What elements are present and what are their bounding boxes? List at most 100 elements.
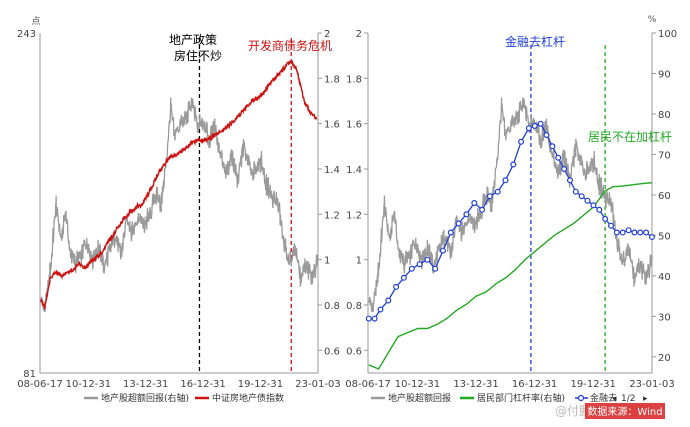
right-legend-green-label: 居民部门杠杆率(右轴) [477,392,565,404]
left-chart-left-unit: 点 [31,16,40,27]
left-x-tick-label: 08-06-17 [17,379,62,390]
right-deleveraging-point [613,229,620,236]
left-right-tick-label: 0.6 [324,346,340,357]
right-x-tick-label: 13-12-31 [453,379,498,390]
left-right-tick-label: 1 [324,256,330,267]
right-right-tick-label: 60 [658,191,671,202]
right-left-tick-label: 1.8 [346,74,362,85]
left-x-tick-label: 23-01-03 [295,379,340,390]
left-excess-return-line [40,97,319,313]
right-deleveraging-point [471,200,478,207]
right-right-tick-label: 70 [658,150,671,161]
right-deleveraging-point [400,274,407,281]
left-legend-grey-label: 地产股超额回报(右轴) [101,392,189,404]
left-chart-right-ticks: 2 1.8 1.6 1.4 1.2 1 0.8 0.6 [318,29,340,357]
right-deleveraging-point [455,220,462,227]
right-deleveraging-point [486,193,493,200]
right-deleveraging-line [368,122,653,320]
right-right-tick-label: 40 [658,272,671,283]
right-right-tick-label: 50 [658,231,671,242]
right-deleveraging-point [502,177,509,184]
left-chart-left-tick-bottom: 81 [23,369,36,380]
left-chart-annotation-policy-line2: 房住不炒 [174,48,222,63]
right-household-leverage-line [368,182,652,370]
right-deleveraging-point [447,229,454,236]
right-x-tick-label: 19-12-31 [571,379,616,390]
right-deleveraging-point [561,166,568,173]
left-right-tick-label: 1.2 [324,210,340,221]
right-deleveraging-point [365,315,372,322]
right-deleveraging-point [584,197,591,204]
left-x-tick-label: 16-12-31 [180,379,225,390]
right-deleveraging-point [648,234,655,241]
left-right-tick-label: 1.8 [324,74,340,85]
right-deleveraging-point [494,188,501,195]
left-chart-property-bond-series [40,59,317,310]
right-left-tick-label: 1.2 [346,210,362,221]
right-legend-grey-label: 地产股超额回报 [388,392,451,404]
right-deleveraging-point [643,229,650,236]
right-right-tick-label: 80 [658,110,671,121]
right-legend-blue-marker [577,394,585,402]
right-deleveraging-point [424,256,431,263]
right-x-tick-label: 16-12-31 [512,379,557,390]
right-chart-left-ticks: 2 1.8 1.6 1.4 1.2 1 0.8 0.6 [346,29,368,357]
right-deleveraging-point [602,215,609,222]
right-deleveraging-point [377,306,384,313]
right-deleveraging-point [637,229,644,236]
right-x-tick-label: 10-12-31 [395,379,440,390]
legend-pager-label: 1/2 [621,394,635,404]
right-deleveraging-point [543,132,550,139]
legend-pager-prev[interactable]: ◂ [612,394,617,404]
right-excess-return-line [368,97,653,313]
right-deleveraging-point [555,154,562,161]
left-x-tick-label: 10-12-31 [66,379,111,390]
left-x-tick-label: 13-12-31 [123,379,168,390]
right-right-tick-label: 90 [658,69,671,80]
left-chart-x-ticks: 08-06-17 10-12-31 13-12-31 16-12-31 19-12-31… [17,379,340,390]
right-chart-x-ticks: 08-06-17 10-12-31 13-12-31 16-12-31 19-12-31… [345,379,674,390]
right-deleveraging-point [371,315,378,322]
left-right-tick-label: 1.4 [324,165,340,176]
right-right-tick-label: 100 [658,29,677,40]
right-deleveraging-point [463,211,470,218]
right-x-tick-label: 08-06-17 [345,379,390,390]
right-deleveraging-point [408,265,415,272]
right-legend-blue-label: 金融去 [590,392,617,404]
right-right-tick-label: 20 [658,353,671,364]
right-left-tick-label: 1.4 [346,165,362,176]
right-deleveraging-point [572,188,579,195]
right-chart-deleveraging-series [365,120,655,322]
right-chart-annotation-household: 居民不在加杠杆 [588,129,672,144]
left-legend-red-label: 中证房地产债指数 [212,392,284,404]
right-chart-event-lines [530,45,606,373]
right-deleveraging-point [631,229,638,236]
right-chart-right-unit: % [648,15,657,25]
right-deleveraging-point [549,143,556,150]
right-deleveraging-point [416,261,423,268]
legend-pager-next[interactable]: ▸ [643,394,648,404]
right-deleveraging-point [607,222,614,229]
right-deleveraging-point [393,283,400,290]
right-left-tick-label: 1.6 [346,120,362,131]
source-label: 数据来源：Wind [587,405,662,418]
left-right-tick-label: 0.8 [324,301,340,312]
right-right-tick-label: 30 [658,312,671,323]
right-deleveraging-point [518,138,525,145]
right-left-tick-label: 1 [356,256,362,267]
left-chart-excess-return-series [40,97,319,313]
right-deleveraging-point [531,122,538,129]
left-chart-annotation-debt-crisis: 开发商债务危机 [248,38,332,53]
right-deleveraging-point [537,120,544,127]
right-deleveraging-point [619,229,626,236]
left-property-bond-line [40,59,317,310]
right-chart-annotation-deleveraging: 金融去杠杆 [505,34,565,49]
right-deleveraging-point [432,265,439,272]
right-chart-right-ticks: 100 90 80 70 60 50 40 30 20 [652,29,677,364]
right-x-tick-label: 23-01-03 [629,379,674,390]
left-right-tick-label: 1.6 [324,120,340,131]
right-deleveraging-point [525,125,532,132]
right-deleveraging-point [625,227,632,234]
right-deleveraging-point [510,161,517,168]
